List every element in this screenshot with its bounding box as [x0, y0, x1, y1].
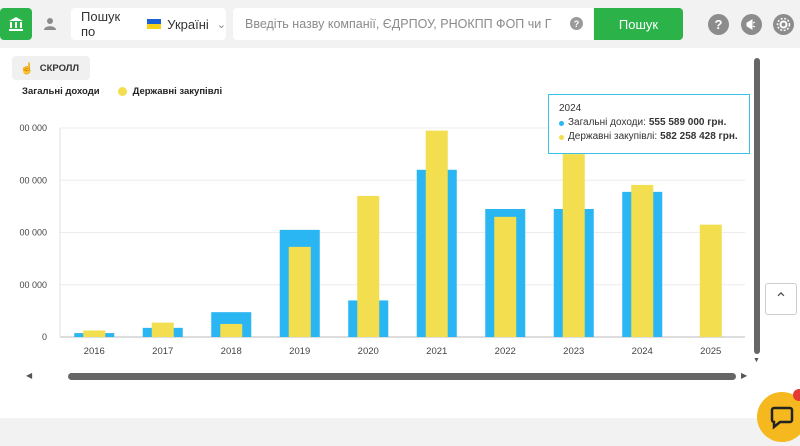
scroll-to-top-button[interactable]: ⌃ — [765, 283, 797, 315]
touch-scroll-icon: ☝ — [20, 62, 34, 75]
top-bar: Пошук по Україні ⌄ ? Пошук ? — [0, 0, 800, 48]
chat-notification-badge — [793, 389, 800, 401]
tooltip-procurement-label: Державні закупівлі: — [568, 131, 658, 142]
scroll-mode-label: СКРОЛЛ — [39, 62, 80, 74]
home-button[interactable] — [0, 8, 32, 40]
user-icon — [44, 18, 56, 30]
bank-icon — [9, 17, 23, 31]
vertical-scrollbar[interactable] — [754, 58, 760, 354]
tooltip-income-value: 555 589 000 грн. — [648, 117, 727, 128]
horizontal-scrollbar[interactable] — [68, 373, 736, 380]
search-field[interactable]: ? — [233, 8, 593, 40]
scroll-left-arrow-icon[interactable]: ◀ — [26, 371, 33, 380]
help-hint-icon[interactable]: ? — [570, 17, 583, 30]
tooltip-income-row: Загальні доходи: 555 589 000 грн. — [559, 116, 739, 130]
search-input[interactable] — [245, 17, 565, 31]
tooltip-year: 2024 — [559, 103, 582, 114]
scroll-mode-button[interactable]: ☝ СКРОЛЛ — [12, 56, 90, 80]
megaphone-icon[interactable] — [741, 14, 762, 35]
search-button[interactable]: Пошук — [594, 8, 683, 40]
chart-tooltip: 2024 Загальні доходи: 555 589 000 грн. Д… — [548, 94, 750, 154]
settings-gear-icon[interactable] — [773, 14, 794, 35]
tooltip-income-label: Загальні доходи: — [568, 117, 646, 128]
chevron-up-icon: ⌃ — [774, 291, 788, 308]
chevron-down-icon: ⌄ — [216, 18, 226, 31]
footer-band — [0, 418, 800, 446]
profile-button[interactable] — [36, 8, 64, 40]
scroll-right-arrow-icon[interactable]: ▶ — [741, 371, 748, 380]
tooltip-income-dot — [559, 120, 564, 126]
chat-widget-button[interactable] — [757, 392, 800, 442]
ukraine-flag-icon — [147, 19, 162, 29]
tooltip-procurement-value: 582 258 428 грн. — [660, 131, 738, 142]
help-icon[interactable]: ? — [708, 14, 729, 35]
legend-dot-procurement — [117, 87, 127, 96]
region-value: Україні — [167, 16, 209, 32]
legend-item-income[interactable]: Загальні доходи — [22, 86, 100, 97]
chat-bubble-icon — [770, 406, 794, 430]
region-select[interactable]: Пошук по Україні ⌄ — [71, 8, 226, 40]
tooltip-procurement-row: Державні закупівлі: 582 258 428 грн. — [559, 130, 739, 144]
scroll-down-arrow-icon[interactable]: ▼ — [753, 357, 760, 364]
chart-legend: Загальні доходи Державні закупівлі — [22, 86, 222, 97]
legend-item-procurement[interactable]: Державні закупівлі — [132, 86, 223, 97]
tooltip-procurement-dot — [559, 134, 564, 140]
search-mode-label: Пошук по — [81, 9, 121, 39]
